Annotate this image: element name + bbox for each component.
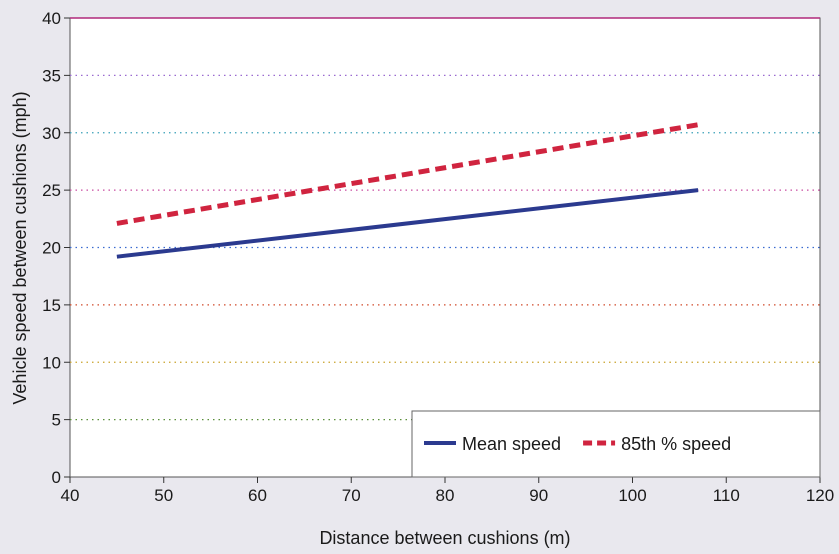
x-tick-label: 70 (342, 486, 361, 505)
y-tick-label: 0 (52, 468, 61, 487)
y-tick-label: 20 (42, 239, 61, 258)
x-tick-label: 80 (436, 486, 455, 505)
series-line (116, 122, 699, 226)
y-tick-label: 40 (42, 9, 61, 28)
y-tick-label: 5 (52, 411, 61, 430)
legend-items: Mean speed 85th % speed (424, 434, 731, 454)
x-axis-ticks: 40 50 60 70 80 90 100 110 120 (61, 477, 834, 505)
legend: Mean speed 85th % speed (411, 410, 821, 478)
y-tick-label: 15 (42, 296, 61, 315)
y-tick-label: 30 (42, 124, 61, 143)
x-tick-label: 120 (806, 486, 834, 505)
x-tick-label: 90 (529, 486, 548, 505)
x-tick-label: 40 (61, 486, 80, 505)
x-tick-label: 110 (713, 486, 740, 505)
y-axis-ticks: 0 5 10 15 20 25 30 35 40 (42, 9, 70, 487)
x-axis-title: Distance between cushions (m) (319, 528, 570, 548)
series-layer (116, 122, 699, 259)
x-tick-label: 100 (618, 486, 646, 505)
legend-label: Mean speed (462, 434, 561, 454)
y-tick-label: 10 (42, 353, 61, 372)
y-axis-title: Vehicle speed between cushions (mph) (10, 91, 30, 404)
x-tick-label: 60 (248, 486, 267, 505)
series-line (116, 188, 699, 259)
y-tick-label: 25 (42, 181, 61, 200)
x-tick-label: 50 (154, 486, 173, 505)
legend-box (411, 410, 821, 478)
legend-label: 85th % speed (621, 434, 731, 454)
y-tick-label: 35 (42, 66, 61, 85)
